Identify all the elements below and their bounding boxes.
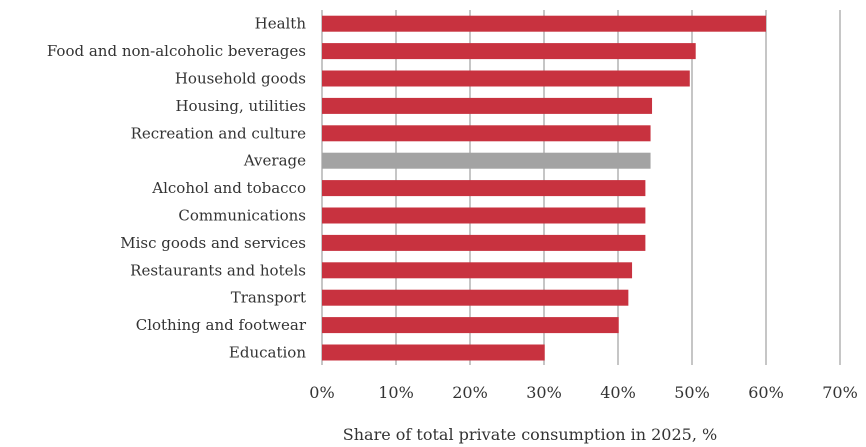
bar <box>322 43 696 60</box>
category-label: Food and non-alcoholic beverages <box>47 42 306 60</box>
bar <box>322 15 766 32</box>
category-label: Misc goods and services <box>120 234 306 252</box>
x-axis-title: Share of total private consumption in 20… <box>343 425 717 444</box>
bar <box>322 289 629 306</box>
x-tick-label: 20% <box>452 383 488 402</box>
category-label: Education <box>229 344 306 362</box>
category-labels: Health Food and non-alcoholic beverages Ho… <box>47 15 307 362</box>
category-label: Clothing and footwear <box>136 316 307 334</box>
bar <box>322 344 545 361</box>
category-label: Household goods <box>175 70 306 88</box>
category-label: Recreation and culture <box>131 124 307 142</box>
x-tick-label: 0% <box>309 383 334 402</box>
category-label: Alcohol and tobacco <box>151 179 306 197</box>
bar-average <box>322 152 651 169</box>
x-tick-labels: 0% 10% 20% 30% 40% 50% 60% 70% <box>309 383 857 402</box>
x-tick-label: 40% <box>600 383 636 402</box>
x-tick-label: 50% <box>674 383 710 402</box>
category-label: Transport <box>231 289 306 307</box>
category-label: Health <box>255 15 307 33</box>
bars <box>322 15 766 361</box>
bar <box>322 234 646 251</box>
x-tick-label: 30% <box>526 383 562 402</box>
bar <box>322 180 646 197</box>
bar <box>322 207 646 224</box>
bar <box>322 317 619 334</box>
bar <box>322 97 653 114</box>
category-label: Restaurants and hotels <box>130 261 306 279</box>
x-tick-label: 70% <box>822 383 858 402</box>
bar <box>322 262 633 279</box>
bar <box>322 70 690 87</box>
x-tick-label: 10% <box>378 383 414 402</box>
category-label: Housing, utilities <box>175 97 306 115</box>
x-tick-label: 60% <box>748 383 784 402</box>
bar <box>322 125 651 142</box>
category-label: Average <box>243 152 306 170</box>
category-label: Communications <box>178 207 306 225</box>
